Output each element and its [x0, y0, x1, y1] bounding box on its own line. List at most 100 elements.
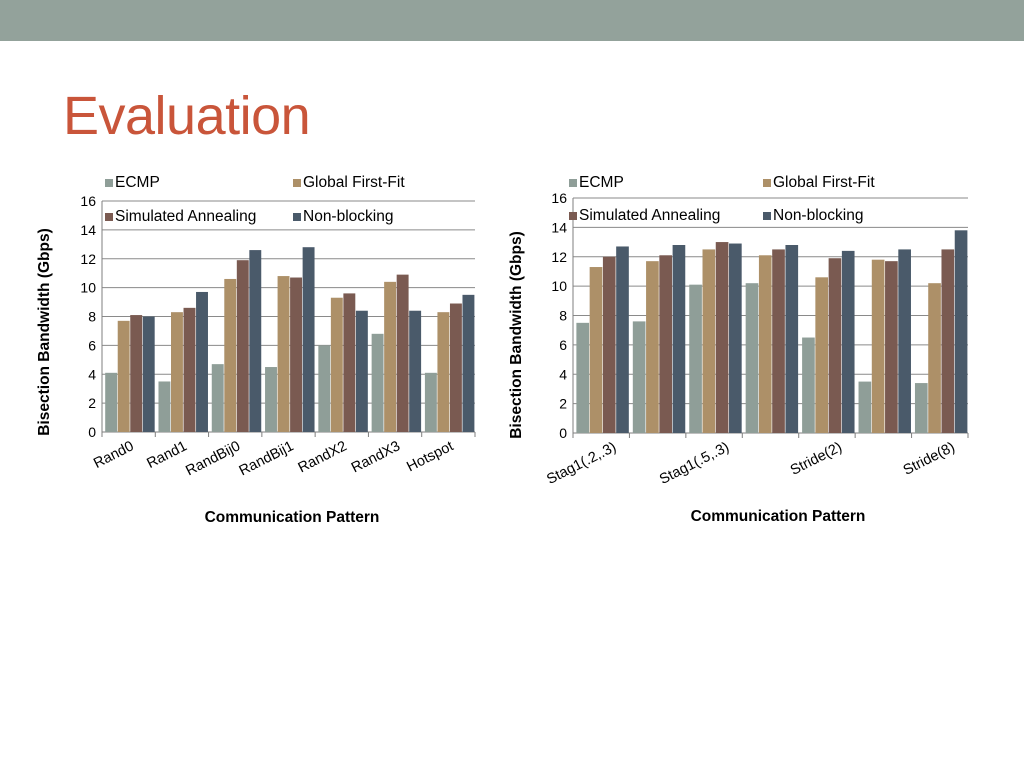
bar	[236, 260, 249, 432]
legend-swatch	[763, 179, 771, 187]
bar	[702, 249, 716, 433]
bar	[424, 372, 437, 432]
y-tick-label: 2	[559, 396, 567, 412]
bar	[672, 245, 686, 433]
y-axis-title: Bisection Bandwidth (Gbps)	[508, 231, 525, 439]
bar	[130, 315, 143, 432]
bar	[224, 278, 237, 432]
bar	[871, 259, 885, 433]
x-category-label: Stride(2)	[788, 439, 845, 479]
bar	[802, 337, 815, 433]
bar	[142, 316, 155, 432]
bar	[409, 310, 422, 432]
y-tick-label: 0	[559, 425, 567, 441]
legend-swatch	[763, 212, 771, 220]
y-tick-label: 8	[88, 309, 96, 325]
bar	[158, 381, 171, 432]
bar	[772, 249, 785, 433]
x-category-label: Stride(8)	[901, 439, 958, 479]
bar	[745, 283, 759, 433]
bar	[396, 274, 409, 432]
bar	[371, 333, 384, 432]
bar	[715, 242, 729, 433]
bar	[646, 261, 659, 433]
bar	[758, 255, 772, 433]
bar	[898, 249, 911, 433]
y-tick-label: 0	[88, 424, 96, 440]
bar	[437, 312, 450, 432]
bar	[659, 255, 672, 433]
bar	[954, 230, 968, 433]
y-axis-title: Bisection Bandwidth (Gbps)	[36, 228, 53, 436]
y-tick-label: 10	[551, 278, 567, 294]
bar	[318, 345, 331, 433]
legend-label: ECMP	[115, 174, 160, 191]
x-category-label: Stag1(.2,.3)	[544, 439, 619, 488]
bar	[117, 320, 130, 432]
y-tick-label: 16	[551, 190, 567, 206]
y-tick-label: 6	[88, 337, 96, 353]
y-tick-label: 12	[551, 249, 567, 265]
bar-chart-right: 0 2 4 6 8 10 12 14 16 Stag1(.2,.3) Stag1(.5,.3) Str…	[508, 174, 969, 525]
legend-label: Non-blocking	[773, 207, 863, 224]
bar	[928, 283, 941, 433]
bar	[602, 256, 616, 433]
bar	[196, 291, 208, 432]
bar	[616, 246, 629, 433]
bar	[355, 310, 368, 432]
bar	[265, 367, 277, 432]
legend-label: Simulated Annealing	[115, 208, 256, 225]
legend-swatch	[569, 212, 577, 220]
bar	[828, 258, 842, 433]
legend-swatch	[293, 213, 301, 221]
y-tick-label: 4	[88, 366, 96, 382]
bar	[589, 267, 603, 433]
bar	[914, 383, 928, 433]
bar	[330, 297, 343, 432]
bar	[249, 250, 262, 432]
y-tick-label: 6	[559, 337, 567, 353]
x-axis-title: Communication Pattern	[205, 509, 380, 526]
bar	[815, 277, 829, 433]
legend-label: Non-blocking	[303, 208, 393, 225]
bar	[171, 312, 183, 432]
slide-title: Evaluation	[63, 86, 311, 146]
bar	[343, 293, 356, 432]
legend-swatch	[105, 179, 113, 187]
bar	[277, 276, 290, 432]
y-tick-label: 16	[80, 193, 96, 209]
bar	[183, 307, 196, 432]
legend-label: Simulated Annealing	[579, 207, 720, 224]
y-tick-label: 14	[551, 219, 567, 235]
bar	[462, 294, 475, 432]
y-tick-label: 14	[80, 222, 96, 238]
bar	[449, 303, 462, 432]
bar	[785, 245, 799, 433]
bar	[302, 247, 315, 432]
legend-label: Global First-Fit	[773, 174, 875, 191]
legend-swatch	[293, 179, 301, 187]
x-axis-title: Communication Pattern	[691, 508, 866, 525]
bar	[384, 281, 397, 432]
bar	[105, 372, 118, 432]
bar	[632, 321, 646, 434]
x-category-label: Stag1(.5,.3)	[657, 439, 732, 488]
bar	[290, 277, 303, 432]
legend-swatch	[569, 179, 577, 187]
y-tick-label: 2	[88, 395, 96, 411]
bar	[729, 243, 742, 433]
bar	[689, 284, 702, 433]
legend-label: Global First-Fit	[303, 174, 405, 191]
bar	[211, 364, 224, 432]
legend-label: ECMP	[579, 174, 624, 191]
bar	[941, 249, 955, 433]
y-tick-label: 4	[559, 366, 567, 382]
y-tick-label: 10	[80, 280, 96, 296]
bar	[841, 250, 855, 434]
bar	[858, 381, 872, 433]
bar	[885, 261, 898, 433]
top-band	[0, 0, 1024, 41]
legend-swatch	[105, 213, 113, 221]
bar	[576, 322, 590, 433]
